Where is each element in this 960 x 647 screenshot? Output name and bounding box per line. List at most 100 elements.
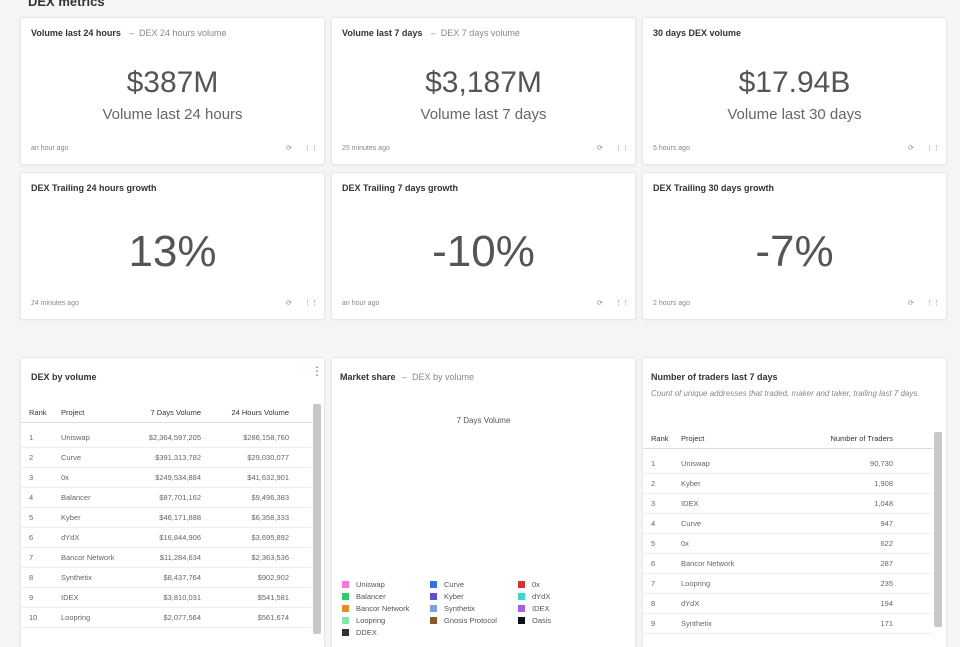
table-cell: dYdX: [61, 533, 80, 542]
card-subtitle: DEX 7 days volume: [440, 28, 520, 38]
row-rule: [643, 473, 933, 474]
card-title: DEX by volume: [31, 372, 97, 382]
table-cell: 287: [880, 559, 893, 568]
table-cell: $29,030,077: [247, 453, 289, 462]
row-rule: [21, 527, 311, 528]
refresh-icon: ⟳: [597, 300, 603, 307]
legend-entry: 0x: [532, 580, 540, 589]
table-cell: $46,171,888: [159, 513, 201, 522]
card: DEX Trailing 7 days growth -10% an hour ag…: [331, 172, 636, 320]
table-cell: 947: [880, 519, 893, 528]
card-description: Count of unique addresses that traded, m…: [651, 389, 920, 398]
table-cell: 1: [29, 433, 34, 442]
legend-entry: DDEX: [356, 628, 377, 637]
row-rule: [643, 633, 933, 634]
menu-icon: ⋮⋮: [304, 300, 318, 307]
refresh-icon: ⟳: [908, 300, 914, 307]
table-cell: 5: [651, 539, 656, 548]
table-cell: $87,701,162: [159, 493, 201, 502]
legend-swatch: [430, 581, 437, 588]
counter-value: $387M: [126, 66, 219, 99]
card: 30 days DEX volume $17.94B Volume last 30 …: [642, 17, 947, 165]
legend-entry: Loopring: [356, 616, 386, 625]
refresh-icon: ⟳: [286, 145, 292, 152]
legend-swatch: [430, 617, 437, 624]
table-cell: 4: [651, 519, 656, 528]
growth-value: -10%: [432, 227, 535, 276]
table-cell: $9,496,383: [251, 493, 289, 502]
separator: –: [430, 28, 436, 38]
column-header: Rank: [29, 408, 47, 417]
table-cell: 4: [29, 493, 34, 502]
row-rule: [643, 593, 933, 594]
table-cell: 6: [651, 559, 656, 568]
table-cell: 7: [29, 553, 34, 562]
table-cell: 1,908: [874, 479, 893, 488]
counter-label: Volume last 24 hours: [102, 106, 243, 123]
row-rule: [21, 447, 311, 448]
scrollbar: [313, 404, 321, 634]
row-rule: [643, 573, 933, 574]
table-cell: $41,632,901: [247, 473, 289, 482]
legend-entry: Oasis: [532, 616, 552, 625]
card: Market share – DEX by volume 7 Days Volume U…: [331, 357, 636, 647]
legend-swatch: [342, 605, 349, 612]
card: Volume last 24 hours – DEX 24 hours volume…: [20, 17, 325, 165]
header-rule: [643, 448, 933, 449]
card: Volume last 7 days – DEX 7 days volume $3,1…: [331, 17, 636, 165]
table-cell: Loopring: [61, 613, 91, 622]
card-subtitle: DEX by volume: [412, 372, 475, 382]
table-cell: $286,158,760: [243, 433, 289, 442]
table-cell: Uniswap: [681, 459, 710, 468]
legend-swatch: [342, 581, 349, 588]
legend-entry: Synthetix: [444, 604, 475, 613]
updated-time: an hour ago: [342, 300, 380, 307]
menu-icon: ⋮⋮: [926, 300, 940, 307]
column-header: Rank: [651, 434, 669, 443]
card: DEX Trailing 24 hours growth 13% 24 minute…: [20, 172, 325, 320]
more-icon: ⋮: [311, 364, 323, 378]
table-cell: 1: [651, 459, 656, 468]
table-cell: $11,284,634: [159, 553, 201, 562]
table-cell: 0x: [681, 539, 689, 548]
table-cell: IDEX: [61, 593, 79, 602]
card-title: Market share: [340, 372, 396, 382]
table-cell: 194: [880, 599, 893, 608]
menu-icon: ⋮⋮: [926, 145, 940, 152]
table-cell: 3: [29, 473, 34, 482]
column-header: 24 Hours Volume: [231, 408, 289, 417]
table-cell: 6: [29, 533, 34, 542]
legend-entry: Gnosis Protocol: [444, 616, 497, 625]
table-cell: Curve: [61, 453, 82, 462]
table-cell: 1,048: [874, 499, 893, 508]
card-title: DEX Trailing 7 days growth: [342, 183, 459, 193]
growth-value: -7%: [755, 227, 834, 276]
row-rule: [643, 613, 933, 614]
scrollbar: [934, 432, 942, 627]
column-header: Project: [681, 434, 705, 443]
card-title: 30 days DEX volume: [653, 28, 742, 38]
legend-entry: Uniswap: [356, 580, 385, 589]
table-cell: $391,313,782: [155, 453, 201, 462]
row-rule: [21, 587, 311, 588]
table-cell: Bancor Network: [681, 559, 735, 568]
growth-value: 13%: [128, 227, 217, 276]
chart-title: 7 Days Volume: [456, 416, 511, 425]
table-cell: 9: [29, 593, 34, 602]
legend-entry: Balancer: [356, 592, 386, 601]
table-cell: $2,364,597,205: [148, 433, 201, 442]
dashboard-title: DEX metrics: [28, 0, 105, 9]
legend-entry: Curve: [444, 580, 465, 589]
card-subtitle: DEX 24 hours volume: [139, 28, 227, 38]
table-cell: $902,902: [257, 573, 289, 582]
table-cell: 90,730: [870, 459, 893, 468]
card: DEX by volume ⋮ Rank Project 7 Days Volume 24…: [20, 357, 325, 647]
legend-swatch: [430, 605, 437, 612]
table-cell: 5: [29, 513, 34, 522]
menu-icon: ⋮⋮: [304, 145, 318, 152]
table-cell: 9: [651, 619, 656, 628]
legend-swatch: [342, 629, 349, 636]
legend-swatch: [518, 617, 525, 624]
table-cell: $16,844,906: [159, 533, 201, 542]
table-cell: Uniswap: [61, 433, 90, 442]
